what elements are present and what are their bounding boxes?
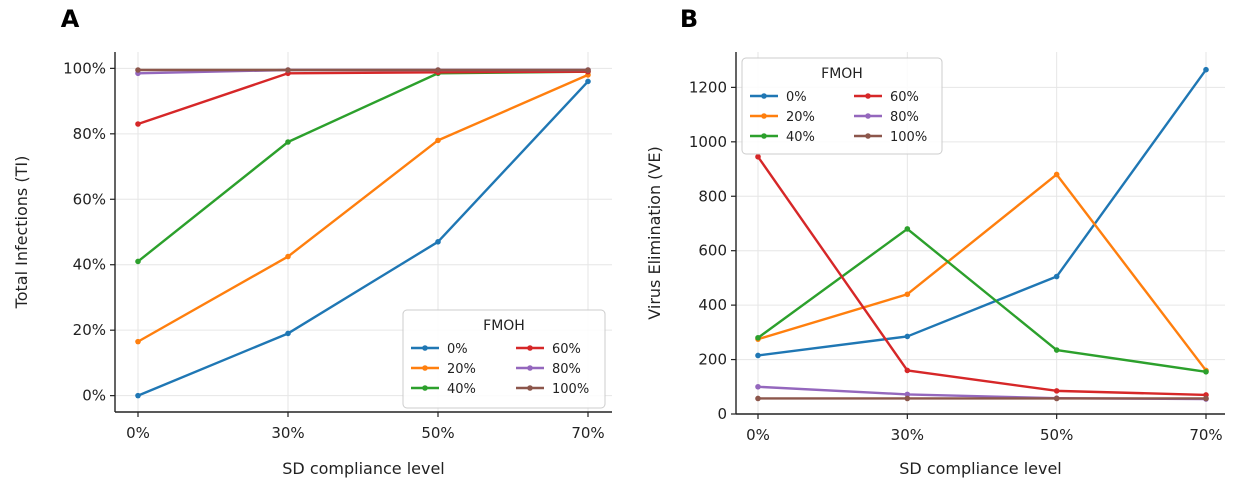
x-axis-label: SD compliance level <box>899 459 1062 478</box>
y-tick-label: 400 <box>698 296 727 314</box>
data-point-100pct <box>1203 395 1209 402</box>
data-point-40pct <box>285 139 291 145</box>
x-axis-label: SD compliance level <box>282 459 445 478</box>
y-tick-label: 80% <box>73 125 106 143</box>
x-tick-label: 70% <box>1189 426 1222 444</box>
panel-label: B <box>680 5 698 33</box>
y-tick-label: 40% <box>73 256 106 274</box>
y-tick-label: 800 <box>698 187 727 205</box>
x-tick-label: 50% <box>1040 426 1073 444</box>
legend-marker-40pct <box>422 385 428 391</box>
legend-label-0pct: 0% <box>786 90 807 105</box>
legend-label-100pct: 100% <box>552 382 589 397</box>
data-point-80pct <box>904 391 911 398</box>
legend-marker-80pct <box>527 365 533 371</box>
data-point-20pct <box>1053 171 1060 178</box>
x-tick-label: 50% <box>421 424 454 442</box>
data-point-40pct <box>1053 347 1060 353</box>
y-tick-label: 100% <box>63 59 106 77</box>
legend-marker-0pct <box>422 345 428 351</box>
data-point-40pct <box>1203 369 1209 375</box>
data-point-20pct <box>435 137 441 144</box>
y-axis-label: Virus Elimination (VE) <box>645 146 664 319</box>
y-tick-label: 200 <box>698 351 727 369</box>
panel-a-chart: 0% 20% 40% 60% 80% 100% 0% 30% 50% 70% SD complian… <box>12 5 612 478</box>
data-point-20pct <box>285 253 291 260</box>
y-tick-label: 0% <box>82 387 106 405</box>
y-tick-label: 60% <box>73 190 106 208</box>
data-point-60pct <box>904 367 911 374</box>
legend-label-100pct: 100% <box>890 130 927 145</box>
panel-label: A <box>61 5 80 33</box>
data-point-0pct <box>1053 273 1060 280</box>
legend-label-20pct: 20% <box>786 110 815 125</box>
data-point-0pct <box>904 333 911 340</box>
series-line-40pct <box>757 227 1207 373</box>
data-point-40pct <box>755 334 761 341</box>
x-tick-label: 0% <box>126 424 150 442</box>
x-tick-label: 70% <box>571 424 604 442</box>
data-point-0pct <box>1203 66 1209 73</box>
data-point-60pct <box>135 121 141 127</box>
data-point-40pct <box>135 258 141 265</box>
legend-marker-20pct <box>422 365 428 371</box>
data-point-0pct <box>585 78 591 85</box>
legend-box <box>402 309 606 409</box>
legend-label-80pct: 80% <box>552 362 581 377</box>
legend-marker-20pct <box>761 113 767 119</box>
series-line-20pct <box>757 173 1207 372</box>
legend-marker-60pct <box>527 345 533 351</box>
legend-marker-40pct <box>761 133 767 139</box>
data-point-100pct <box>1053 395 1060 402</box>
data-point-100pct <box>904 395 911 402</box>
legend-label-40pct: 40% <box>447 382 476 397</box>
data-point-100pct <box>285 67 291 73</box>
legend-marker-0pct <box>761 93 767 99</box>
data-point-100pct <box>585 67 591 73</box>
data-point-0pct <box>135 392 141 399</box>
legend-marker-80pct <box>865 113 871 119</box>
data-point-60pct <box>755 153 761 160</box>
legend-title: FMOH <box>821 66 863 82</box>
series-line-0pct <box>137 80 589 397</box>
data-point-20pct <box>135 338 141 345</box>
y-tick-label: 1200 <box>689 78 727 96</box>
data-point-20pct <box>904 291 911 298</box>
series-line-60pct <box>757 156 1207 397</box>
data-point-0pct <box>435 239 441 245</box>
x-tick-label: 0% <box>746 426 770 444</box>
series-line-0pct <box>757 68 1207 357</box>
y-tick-label: 0 <box>717 405 727 423</box>
y-tick-label: 600 <box>698 242 727 260</box>
data-point-0pct <box>755 352 761 359</box>
legend-box <box>741 57 943 155</box>
data-point-0pct <box>285 330 291 337</box>
y-axis-label: Total Infections (TI) <box>12 156 31 310</box>
data-point-100pct <box>135 67 141 73</box>
legend-label-40pct: 40% <box>786 130 815 145</box>
legend-label-20pct: 20% <box>447 362 476 377</box>
legend-label-60pct: 60% <box>890 90 919 105</box>
y-tick-label: 20% <box>73 321 106 339</box>
series-line-60pct <box>137 70 589 126</box>
data-point-100pct <box>435 67 441 73</box>
series-line-20pct <box>137 73 589 343</box>
data-point-60pct <box>1053 388 1060 394</box>
data-point-40pct <box>904 226 911 232</box>
legend-title: FMOH <box>483 318 525 334</box>
legend-label-80pct: 80% <box>890 110 919 125</box>
legend-marker-100pct <box>527 385 533 391</box>
legend-label-60pct: 60% <box>552 342 581 357</box>
data-point-80pct <box>755 383 761 390</box>
y-tick-label: 1000 <box>689 133 727 151</box>
legend-label-0pct: 0% <box>447 342 468 357</box>
x-tick-label: 30% <box>891 426 924 444</box>
x-tick-label: 30% <box>271 424 304 442</box>
legend-marker-60pct <box>865 93 871 99</box>
data-point-100pct <box>755 395 761 402</box>
legend-marker-100pct <box>865 133 871 139</box>
panel-b-chart: 0 200 400 600 800 1000 1200 0% 30% 50% 70% SD compl… <box>645 5 1225 478</box>
